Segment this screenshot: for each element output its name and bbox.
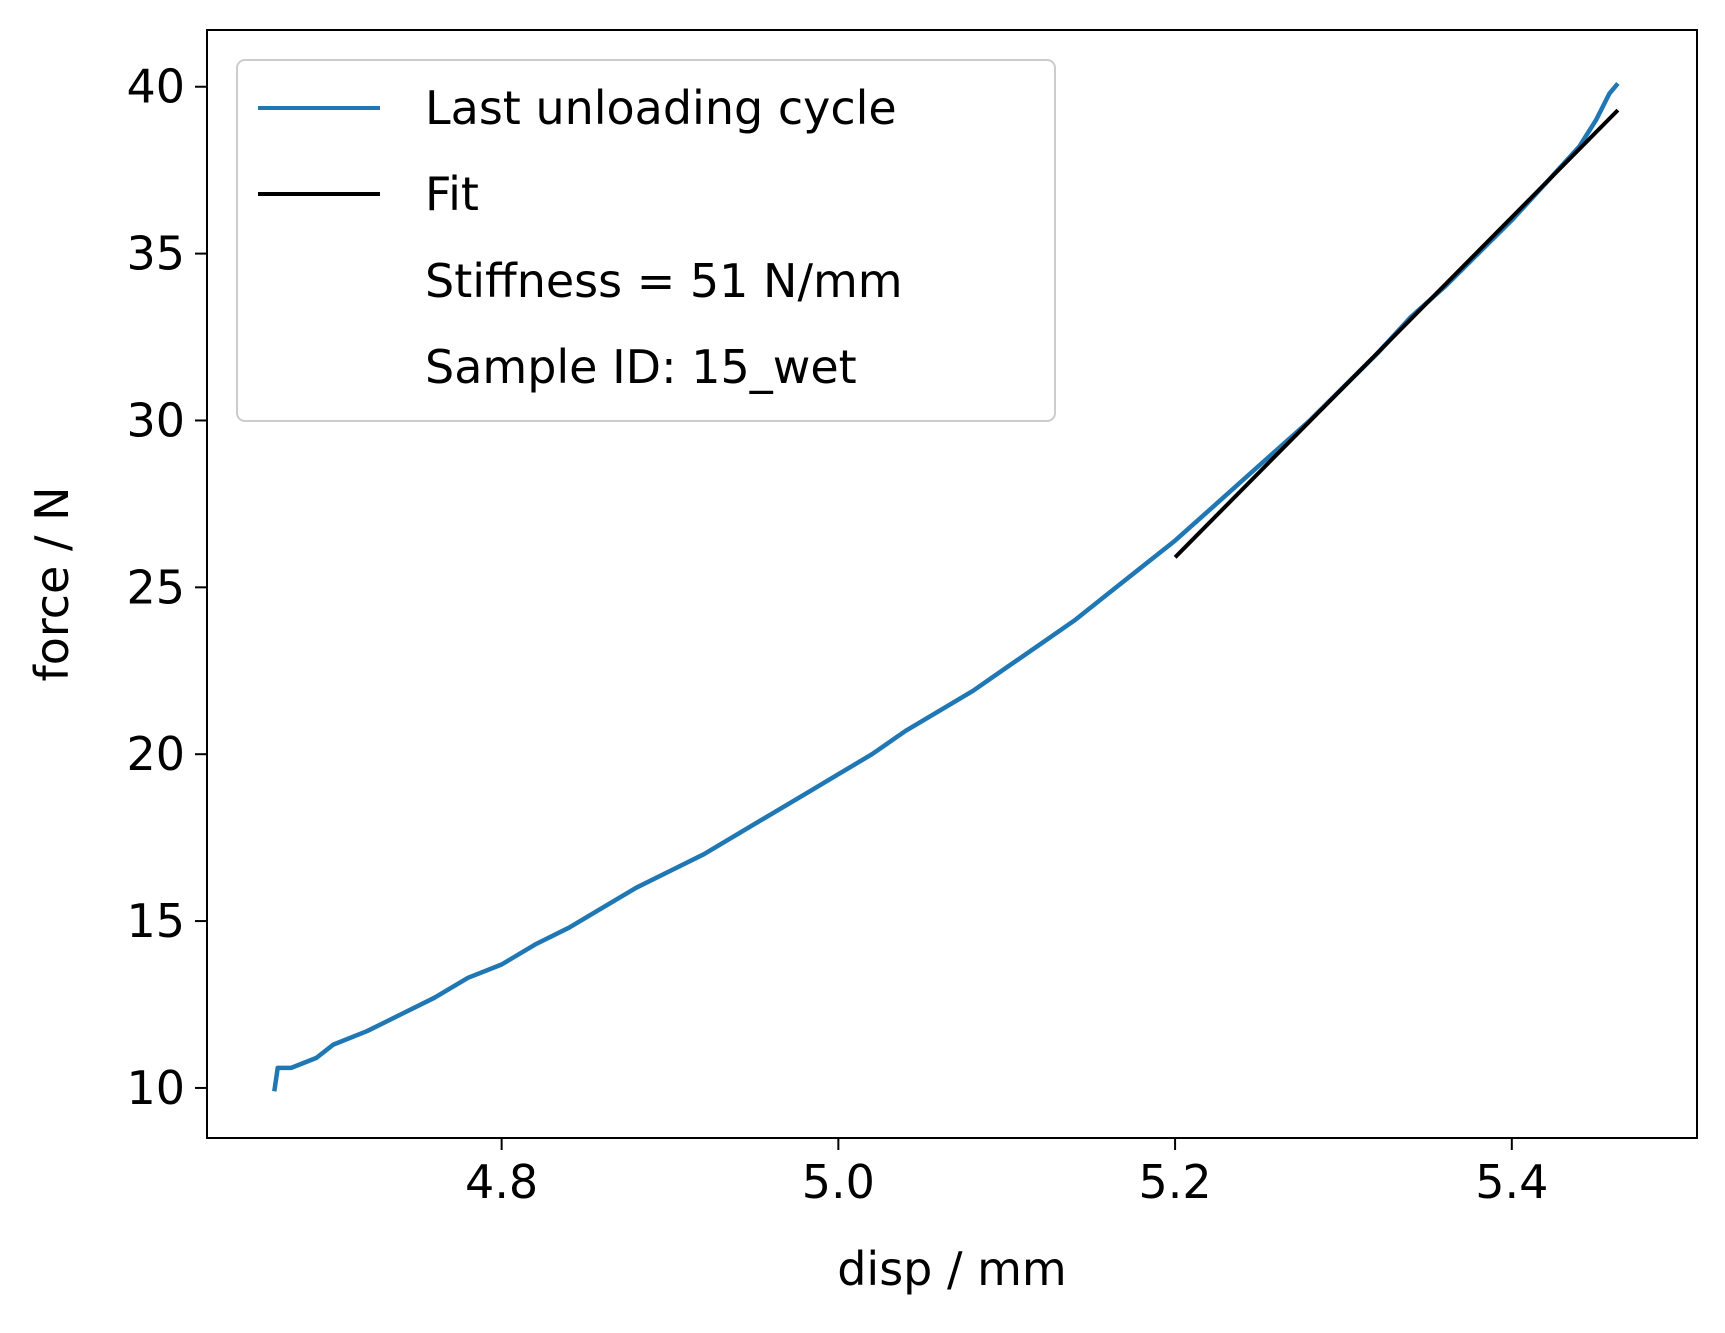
x-axis: 4.8 5.0 5.2 5.4 [465, 1138, 1548, 1209]
y-tick-label: 40 [126, 60, 185, 114]
x-axis-label: disp / mm [837, 1242, 1067, 1296]
y-tick-label: 35 [126, 227, 185, 281]
x-tick-label: 5.0 [802, 1155, 875, 1209]
x-tick-label: 5.2 [1139, 1155, 1212, 1209]
y-tick-label: 30 [126, 393, 185, 447]
y-axis: 10 15 20 25 30 35 40 [126, 60, 207, 1115]
x-tick-label: 5.4 [1475, 1155, 1548, 1209]
series-line-fit [1173, 108, 1620, 559]
plot-frame [206, 29, 1698, 1139]
x-tick-label: 4.8 [465, 1155, 538, 1209]
y-tick-label: 20 [126, 727, 185, 781]
plot-area [272, 81, 1620, 1092]
legend-label-sample-id: Sample ID: 15_wet [425, 340, 857, 394]
legend-box [236, 59, 1056, 422]
legend-label-last-unloading-cycle: Last unloading cycle [425, 81, 897, 135]
y-tick-label: 10 [126, 1061, 185, 1115]
legend-label-stiffness: Stiffness = 51 N/mm [425, 254, 903, 308]
y-tick-label: 25 [126, 560, 185, 614]
legend-label-fit: Fit [425, 167, 479, 221]
y-tick-label: 15 [126, 894, 185, 948]
legend: Last unloading cycle Fit Stiffness = 51 … [236, 59, 1056, 422]
y-axis-label: force / N [25, 487, 79, 682]
